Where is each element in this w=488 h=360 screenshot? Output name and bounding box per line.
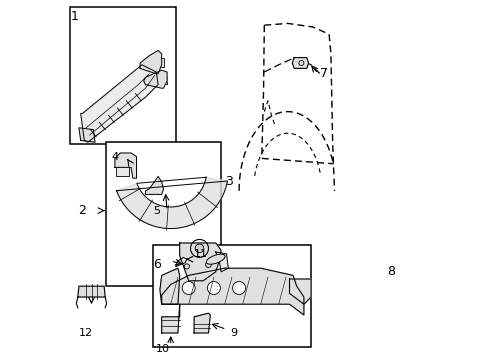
Polygon shape (115, 153, 136, 178)
Polygon shape (79, 128, 95, 142)
Polygon shape (162, 268, 303, 315)
Polygon shape (145, 176, 163, 194)
Polygon shape (81, 65, 158, 142)
Polygon shape (292, 58, 308, 68)
Bar (154, 58, 163, 67)
Text: 2: 2 (78, 204, 86, 217)
Polygon shape (78, 286, 105, 297)
Polygon shape (160, 268, 179, 304)
Text: 8: 8 (386, 265, 394, 278)
Polygon shape (194, 313, 210, 333)
Polygon shape (143, 70, 167, 88)
Polygon shape (116, 177, 227, 229)
Text: 9: 9 (230, 328, 237, 338)
Bar (152, 245, 310, 347)
Circle shape (182, 282, 195, 294)
Text: 3: 3 (224, 175, 232, 188)
Polygon shape (176, 257, 186, 266)
Text: 11: 11 (194, 249, 208, 259)
Text: 1: 1 (71, 10, 79, 23)
Bar (70, 7, 176, 144)
Polygon shape (289, 279, 310, 304)
Text: 6: 6 (152, 258, 160, 271)
Polygon shape (179, 243, 221, 281)
Polygon shape (215, 252, 228, 272)
Ellipse shape (206, 254, 224, 264)
Polygon shape (162, 304, 179, 333)
Text: 5: 5 (152, 206, 160, 216)
Circle shape (232, 282, 245, 294)
Text: 4: 4 (111, 152, 118, 162)
Circle shape (195, 244, 203, 253)
Text: 10: 10 (156, 344, 170, 354)
Bar (159, 76, 167, 84)
Bar (106, 142, 221, 286)
Bar (115, 162, 129, 176)
Polygon shape (140, 50, 162, 74)
Circle shape (207, 282, 220, 294)
Text: 12: 12 (79, 328, 93, 338)
Text: 7: 7 (320, 67, 327, 80)
